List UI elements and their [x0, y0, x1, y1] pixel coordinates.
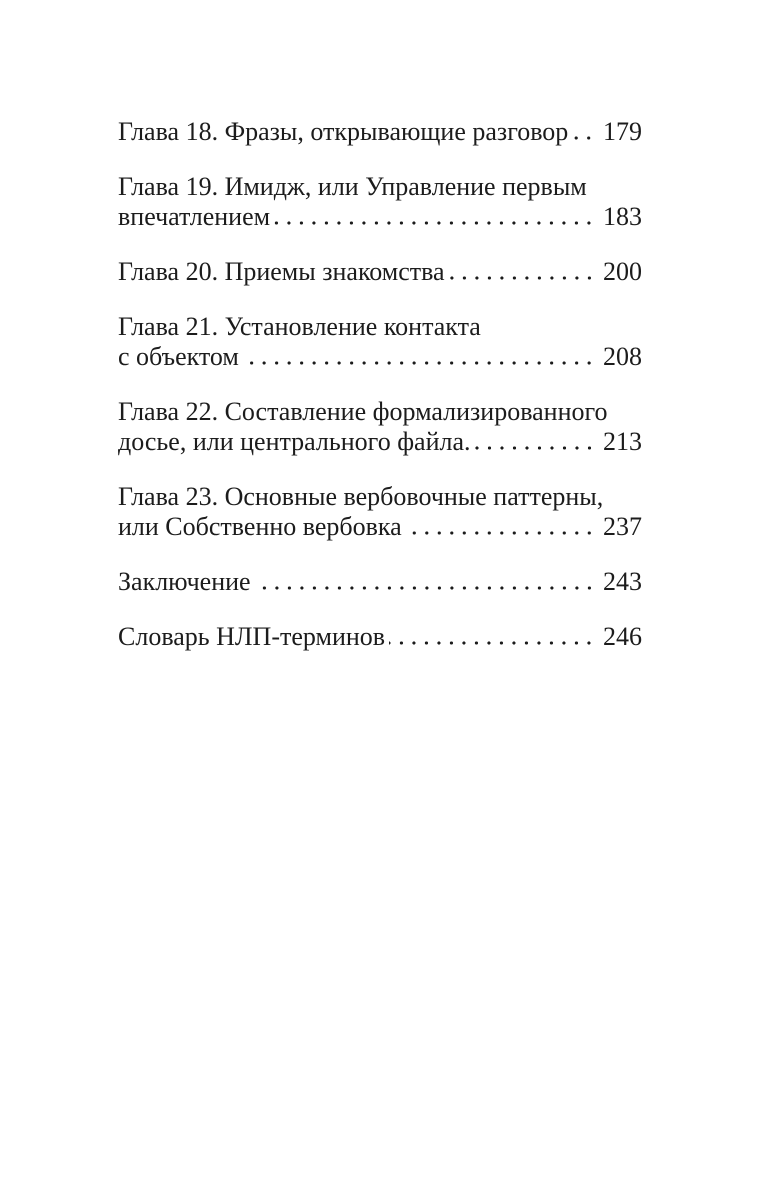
- toc-entry-ch22: Глава 22. Составление формализированного…: [118, 397, 642, 457]
- toc-entry-title: Глава 18. Фразы, открывающие разговор: [118, 117, 569, 146]
- toc-entry-title: Глава 19. Имидж, или Управление первым: [118, 172, 587, 201]
- dot-leader: [274, 221, 595, 225]
- table-of-contents: Глава 18. Фразы, открывающие разговор 17…: [118, 117, 642, 652]
- page-number: 200: [603, 257, 642, 286]
- toc-entry-title-continued: впечатлением: [118, 202, 271, 231]
- toc-entry-title: Заключение: [118, 567, 251, 596]
- toc-entry-title: Глава 20. Приемы знакомства: [118, 257, 445, 286]
- page-number: 179: [603, 117, 642, 146]
- dot-leader: [254, 586, 595, 590]
- toc-entry-ch19: Глава 19. Имидж, или Управление первым в…: [118, 172, 642, 232]
- toc-entry-title: Глава 22. Составление формализированного: [118, 397, 608, 426]
- toc-entry-title: Глава 23. Основные вербовочные паттерны,: [118, 482, 604, 511]
- page-number: 213: [603, 427, 642, 456]
- toc-entry-ch18: Глава 18. Фразы, открывающие разговор 17…: [118, 117, 642, 147]
- toc-entry-title-continued: досье, или центрального файла.: [118, 427, 471, 456]
- toc-entry-title: Глава 21. Установление контакта: [118, 312, 481, 341]
- page-number: 183: [603, 202, 642, 231]
- dot-leader: [448, 276, 595, 280]
- dot-leader: [242, 361, 595, 365]
- page-number: 246: [603, 622, 642, 651]
- toc-entry-title-continued: или Собственно вербовка: [118, 512, 402, 541]
- dot-leader: [389, 641, 595, 645]
- toc-entry-title: Словарь НЛП-терминов: [118, 622, 386, 651]
- dot-leader: [572, 136, 595, 140]
- page-number: 208: [603, 342, 642, 371]
- toc-entry-glossary: Словарь НЛП-терминов 246: [118, 622, 642, 652]
- toc-entry-ch20: Глава 20. Приемы знакомства 200: [118, 257, 642, 287]
- page-number: 243: [603, 567, 642, 596]
- toc-entry-ch23: Глава 23. Основные вербовочные паттерны,…: [118, 482, 642, 542]
- toc-entry-title-continued: с объектом: [118, 342, 239, 371]
- dot-leader: [474, 446, 595, 450]
- page-number: 237: [603, 512, 642, 541]
- toc-entry-conclusion: Заключение 243: [118, 567, 642, 597]
- dot-leader: [405, 531, 595, 535]
- toc-entry-ch21: Глава 21. Установление контакта с объект…: [118, 312, 642, 372]
